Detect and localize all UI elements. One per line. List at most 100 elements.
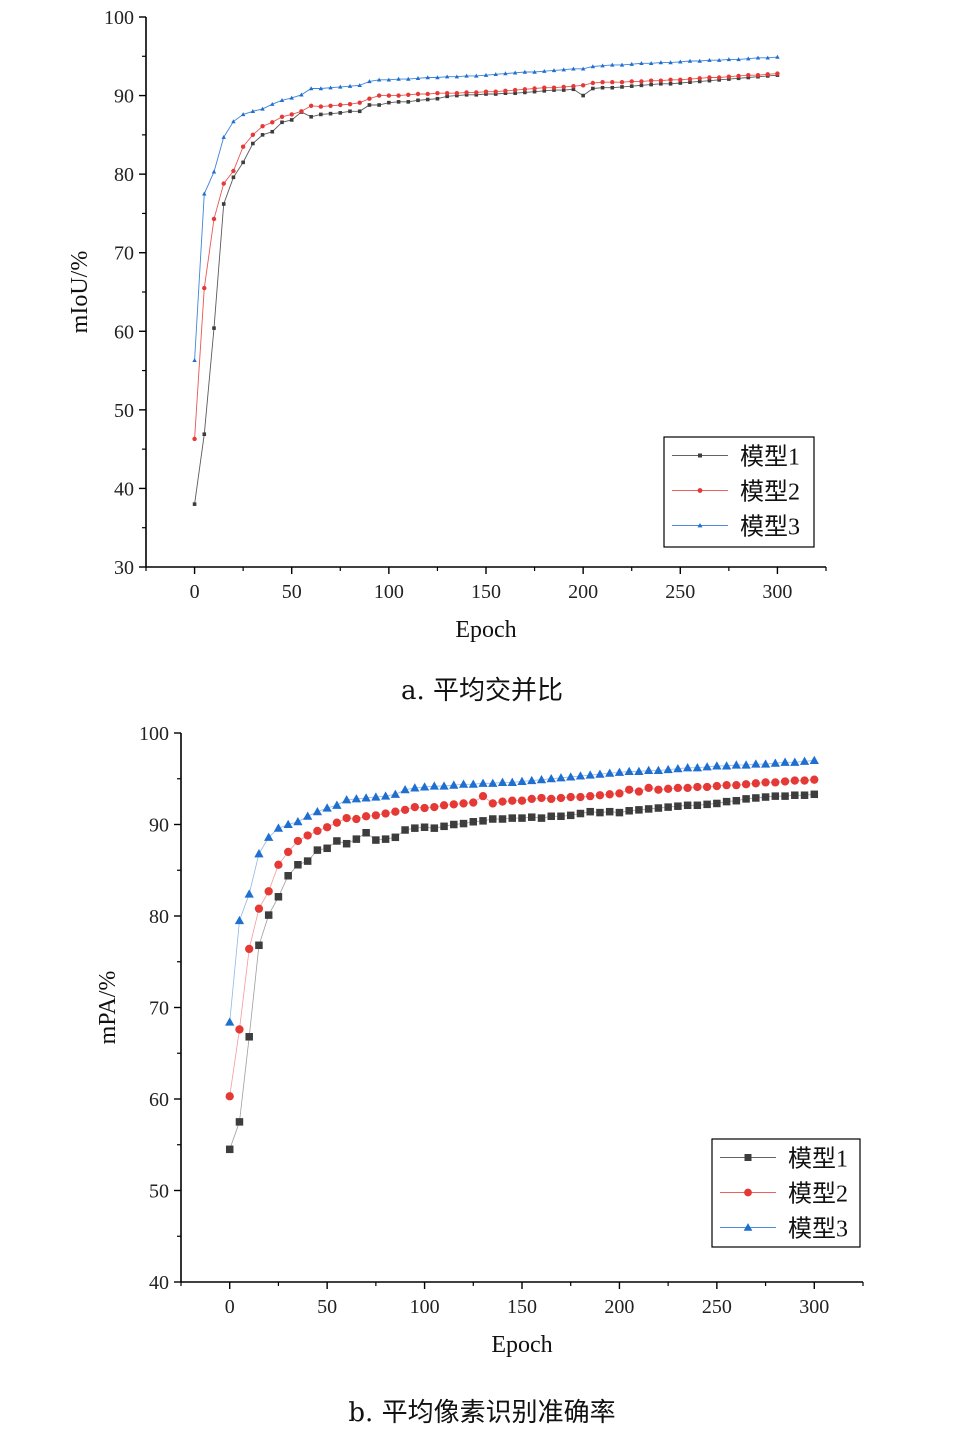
data-point-2: [615, 789, 624, 798]
data-point-3: [400, 785, 410, 794]
data-point-2: [439, 801, 449, 810]
y-axis-title: mPA/%: [95, 971, 121, 1045]
data-point-3: [790, 757, 800, 766]
data-point-1: [328, 111, 333, 116]
data-point-2: [376, 93, 382, 98]
data-point-3: [332, 800, 342, 809]
data-point-2: [668, 77, 673, 83]
data-point-1: [284, 871, 292, 880]
x-tick-label: 200: [604, 1296, 634, 1318]
y-tick-label: 80: [114, 164, 134, 186]
data-point-2: [474, 90, 479, 95]
data-point-2: [800, 776, 809, 785]
data-point-3: [478, 778, 488, 787]
data-point-1: [372, 836, 380, 844]
data-point-2: [464, 90, 469, 95]
data-point-2: [542, 85, 547, 90]
x-tick-label: 50: [317, 1296, 337, 1318]
data-point-2: [254, 904, 264, 913]
data-point-1: [752, 794, 760, 802]
y-axis-title: mIoU/%: [67, 251, 93, 334]
data-point-1: [377, 103, 381, 107]
data-point-2: [357, 100, 362, 105]
data-point-3: [202, 191, 207, 196]
data-point-1: [455, 93, 459, 98]
y-tick-label: 70: [114, 243, 134, 265]
legend-label-3: 模型3: [740, 514, 800, 541]
data-point-3: [367, 79, 372, 84]
data-point-3: [234, 915, 245, 925]
data-point-2: [328, 103, 333, 108]
data-point-3: [488, 778, 498, 787]
data-point-1: [727, 77, 731, 81]
data-point-1: [411, 824, 419, 832]
data-point-1: [547, 812, 555, 821]
data-point-1: [474, 92, 479, 97]
data-point-3: [322, 803, 332, 812]
data-point-1: [722, 797, 731, 806]
y-tick-label: 90: [149, 815, 169, 837]
data-point-2: [221, 181, 226, 186]
data-point-2: [751, 779, 760, 788]
data-point-1: [348, 109, 352, 114]
data-point-1: [264, 911, 273, 919]
data-point-1: [192, 502, 197, 506]
data-point-3: [575, 771, 586, 780]
data-point-1: [255, 941, 263, 950]
data-point-2: [771, 778, 780, 787]
data-point-1: [333, 837, 341, 845]
data-point-3: [240, 112, 246, 117]
x-tick-label: 0: [225, 1296, 235, 1318]
data-point-2: [279, 114, 285, 119]
data-point-3: [542, 68, 547, 73]
data-point-2: [293, 836, 303, 846]
data-point-2: [639, 79, 644, 84]
data-point-1: [707, 78, 712, 83]
data-point-1: [600, 85, 605, 90]
data-point-3: [780, 757, 790, 766]
data-point-2: [629, 79, 634, 84]
data-point-2: [318, 104, 324, 109]
data-point-2: [454, 91, 460, 96]
data-point-2: [547, 794, 556, 804]
data-point-1: [508, 814, 517, 822]
data-point-3: [799, 756, 810, 765]
data-point-1: [459, 819, 468, 828]
data-point-1: [513, 91, 517, 96]
data-point-3: [303, 811, 313, 820]
data-point-2: [600, 80, 605, 85]
data-point-2: [663, 784, 673, 793]
data-point-3: [755, 55, 761, 60]
data-point-2: [503, 88, 508, 94]
data-point-3: [697, 58, 702, 63]
data-point-2: [352, 814, 361, 824]
legend-label-3: 模型3: [788, 1216, 848, 1243]
data-point-3: [283, 819, 293, 829]
data-point-3: [527, 775, 537, 785]
data-point-1: [391, 833, 400, 842]
data-point-3: [192, 358, 197, 363]
data-point-2: [517, 796, 527, 805]
data-point-1: [435, 96, 440, 101]
data-point-1: [489, 815, 497, 823]
data-point-1: [586, 807, 594, 816]
data-point-1: [401, 826, 409, 834]
data-point-3: [264, 832, 274, 841]
data-point-1: [294, 861, 302, 869]
x-tick-label: 300: [799, 1296, 829, 1318]
data-point-2: [202, 285, 207, 291]
data-point-3: [357, 83, 362, 88]
data-point-3: [211, 169, 217, 174]
data-point-2: [512, 87, 518, 93]
data-point-1: [649, 82, 653, 87]
data-point-1: [342, 839, 351, 848]
data-point-3: [658, 60, 664, 65]
data-point-2: [508, 796, 517, 805]
data-point-1: [532, 89, 537, 94]
data-point-2: [619, 80, 625, 85]
data-point-2: [755, 72, 761, 78]
data-point-3: [361, 793, 371, 802]
data-point-2: [576, 792, 585, 802]
data-point-1: [557, 812, 565, 821]
data-point-2: [391, 807, 400, 816]
